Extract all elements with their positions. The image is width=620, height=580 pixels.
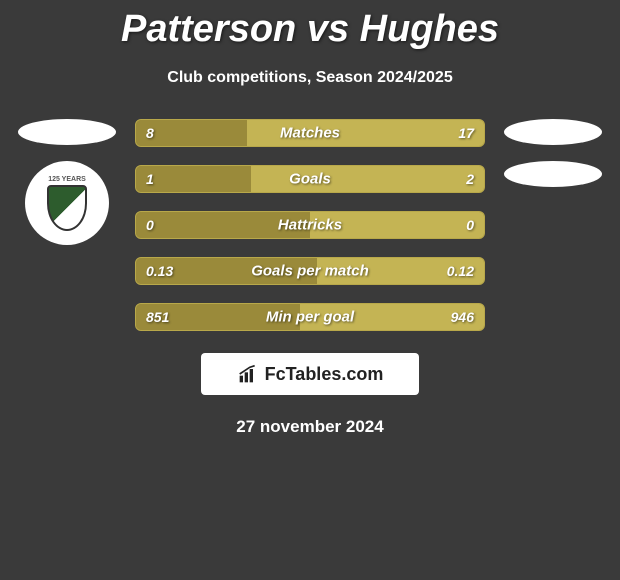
stat-value-left: 8 — [146, 125, 154, 141]
shield-icon — [47, 185, 87, 231]
player-ellipse-right-2 — [504, 161, 602, 187]
stat-label: Min per goal — [266, 309, 354, 326]
stat-row: 1 Goals 2 — [135, 165, 485, 193]
brand-text: FcTables.com — [265, 364, 384, 385]
date-text: 27 november 2024 — [0, 417, 620, 437]
stat-row: 8 Matches 17 — [135, 119, 485, 147]
stat-label: Goals per match — [251, 263, 369, 280]
player-ellipse-left — [18, 119, 116, 145]
subtitle: Club competitions, Season 2024/2025 — [0, 69, 620, 87]
comparison-widget: Patterson vs Hughes Club competitions, S… — [0, 0, 620, 437]
content-area: 125 YEARS 8 Matches 17 1 Goals 2 0 Hattricks 0 0.… — [0, 119, 620, 331]
stat-label: Goals — [289, 171, 331, 188]
badge-text: 125 YEARS — [48, 176, 86, 183]
bar-segment-right — [251, 166, 484, 192]
chart-icon — [237, 364, 259, 384]
stat-value-left: 0 — [146, 217, 154, 233]
stat-label: Hattricks — [278, 217, 342, 234]
stat-value-right: 946 — [451, 309, 474, 325]
brand-box[interactable]: FcTables.com — [201, 353, 419, 395]
stat-value-right: 2 — [466, 171, 474, 187]
club-badge-left: 125 YEARS — [25, 161, 109, 245]
right-column — [503, 119, 603, 187]
stat-value-left: 0.13 — [146, 263, 173, 279]
left-column: 125 YEARS — [17, 119, 117, 245]
stat-label: Matches — [280, 125, 340, 142]
stat-value-right: 17 — [458, 125, 474, 141]
stat-value-left: 1 — [146, 171, 154, 187]
page-title: Patterson vs Hughes — [0, 0, 620, 51]
stat-row: 0 Hattricks 0 — [135, 211, 485, 239]
stat-bars: 8 Matches 17 1 Goals 2 0 Hattricks 0 0.13 Goals pe… — [135, 119, 485, 331]
player-ellipse-right-1 — [504, 119, 602, 145]
stat-value-left: 851 — [146, 309, 169, 325]
stat-value-right: 0 — [466, 217, 474, 233]
stat-row: 851 Min per goal 946 — [135, 303, 485, 331]
stat-value-right: 0.12 — [447, 263, 474, 279]
stat-row: 0.13 Goals per match 0.12 — [135, 257, 485, 285]
